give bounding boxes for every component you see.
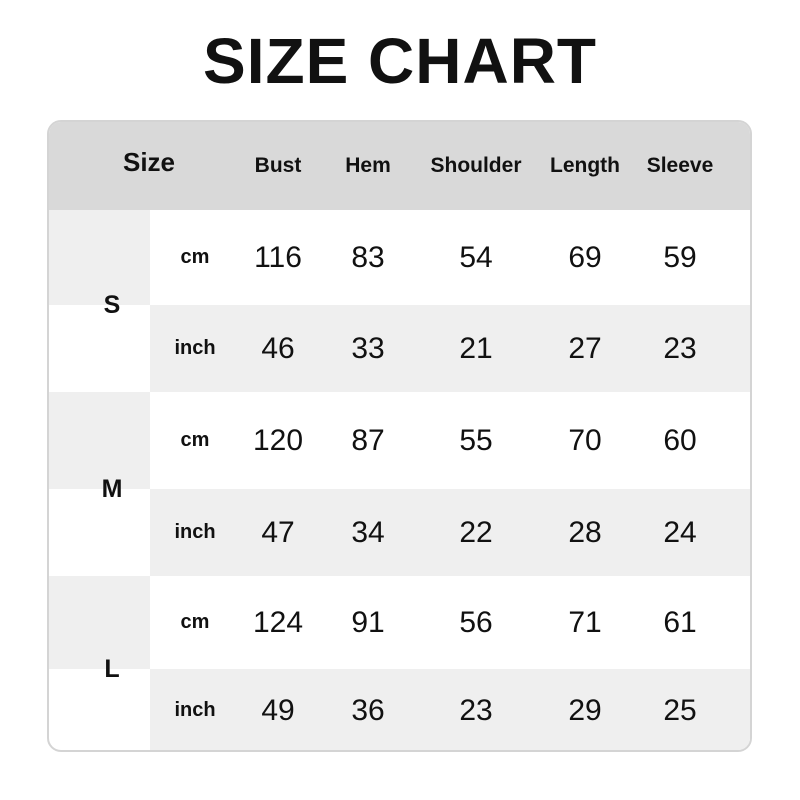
table-row: inch 47 34 22 28 24 <box>150 489 750 576</box>
cell-sleeve: 24 <box>663 515 697 549</box>
size-label-s: S <box>103 290 121 319</box>
cell-bust: 46 <box>261 331 295 365</box>
cell-bust: 116 <box>254 240 302 274</box>
cell-length: 71 <box>568 605 602 639</box>
size-stripe <box>49 576 150 669</box>
cell-length: 29 <box>568 693 602 727</box>
header-bust: Bust <box>254 154 302 177</box>
cell-shoulder: 55 <box>459 423 493 457</box>
unit-label: inch <box>174 699 216 721</box>
size-label-m: M <box>101 474 123 503</box>
header-size: Size <box>122 146 176 177</box>
header-hem: Hem <box>345 154 391 177</box>
cell-length: 69 <box>568 240 602 274</box>
cell-bust: 120 <box>252 423 304 457</box>
cell-bust: 47 <box>261 515 295 549</box>
cell-hem: 36 <box>351 693 385 727</box>
cell-hem: 83 <box>351 240 385 274</box>
table-row: cm 124 91 56 71 61 <box>150 576 750 669</box>
page-title: SIZE CHART <box>203 25 597 97</box>
cell-shoulder: 21 <box>459 331 493 365</box>
table-row: inch 46 33 21 27 23 <box>150 305 750 392</box>
cell-length: 28 <box>568 515 602 549</box>
cell-sleeve: 60 <box>663 423 697 457</box>
size-stripe <box>49 392 150 489</box>
unit-label: inch <box>174 337 216 359</box>
cell-shoulder: 23 <box>459 693 493 727</box>
cell-bust: 124 <box>252 605 304 639</box>
cell-hem: 91 <box>351 605 385 639</box>
cell-length: 70 <box>568 423 602 457</box>
cell-shoulder: 54 <box>459 240 493 274</box>
cell-sleeve: 23 <box>663 331 697 365</box>
unit-label: inch <box>174 521 216 543</box>
unit-label: cm <box>180 246 210 268</box>
header-length: Length <box>550 154 620 177</box>
table-row: cm 120 87 55 70 60 <box>150 392 750 489</box>
header-sleeve: Sleeve <box>646 154 714 177</box>
size-stripe <box>49 210 150 305</box>
cell-length: 27 <box>568 331 602 365</box>
unit-label: cm <box>180 429 210 451</box>
cell-sleeve: 25 <box>663 693 697 727</box>
cell-hem: 34 <box>351 515 385 549</box>
size-label-l: L <box>104 654 120 683</box>
cell-shoulder: 22 <box>459 515 493 549</box>
table-row: inch 49 36 23 29 25 <box>150 669 750 750</box>
cell-hem: 87 <box>351 423 385 457</box>
cell-sleeve: 61 <box>663 605 697 639</box>
cell-bust: 49 <box>261 693 295 727</box>
cell-sleeve: 59 <box>663 240 697 274</box>
cell-hem: 33 <box>351 331 385 365</box>
unit-label: cm <box>180 611 210 633</box>
table-row: cm 116 83 54 69 59 <box>150 210 750 305</box>
table-header: Size Bust Hem Shoulder Length Sleeve <box>49 122 750 210</box>
cell-shoulder: 56 <box>459 605 493 639</box>
header-shoulder: Shoulder <box>430 154 522 177</box>
